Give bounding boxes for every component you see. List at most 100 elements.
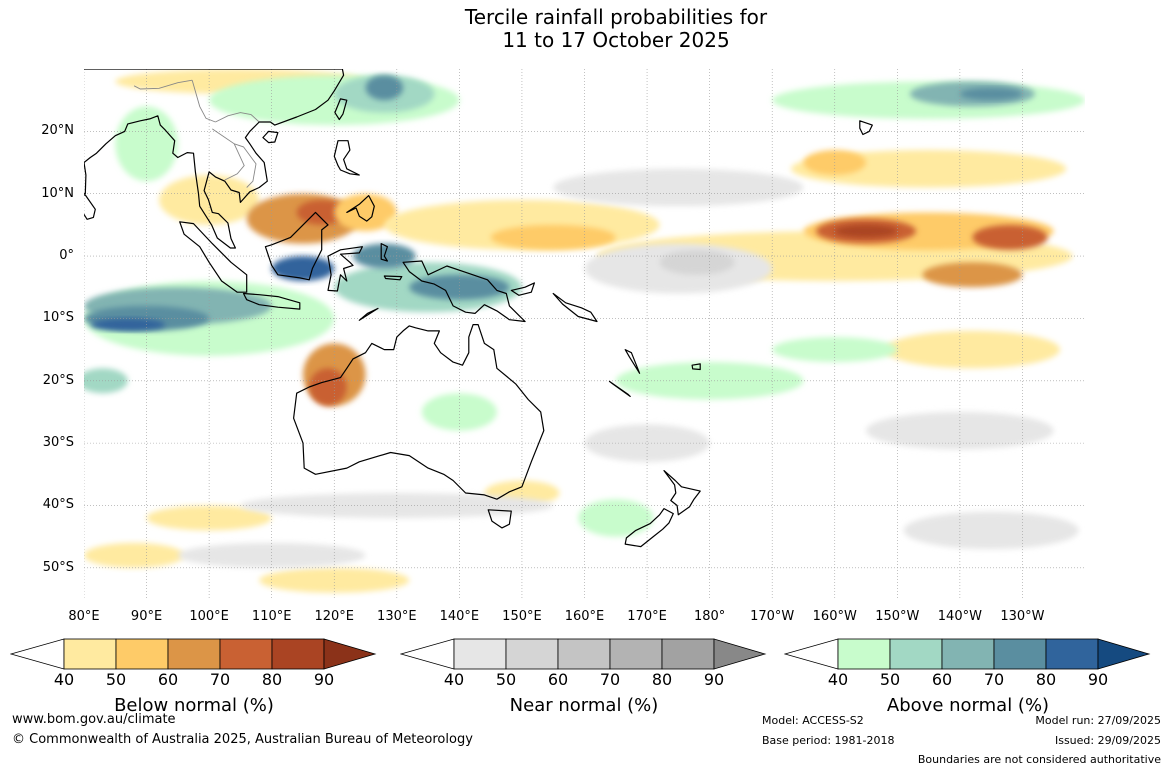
coastline-australia — [293, 324, 545, 500]
region-below-22 — [259, 567, 410, 593]
colorbar-swatch — [167, 638, 221, 670]
lat-label: 20°N — [41, 123, 74, 139]
colorbar-swatch — [453, 638, 507, 670]
lon-label: 170°W — [750, 609, 795, 624]
colorbar-tick-label: 60 — [157, 670, 179, 689]
coastline-taiwan — [334, 98, 348, 121]
lon-label: 150°W — [875, 609, 920, 624]
lon-label: 130°W — [1000, 609, 1045, 624]
map-canvas — [84, 69, 1085, 599]
region-near-27 — [553, 168, 804, 207]
region-above-48 — [772, 337, 898, 363]
region-near-28 — [866, 411, 1054, 450]
colorbar-tick-label: 60 — [547, 670, 569, 689]
laos-vietnam-border — [215, 112, 260, 123]
colorbar-tick-label: 40 — [443, 670, 465, 689]
region-near-30 — [903, 511, 1079, 550]
model-name: Model: ACCESS-S2 — [762, 714, 864, 727]
region-below-15 — [884, 330, 1060, 369]
colorbar-swatch — [661, 638, 715, 670]
thailand-cambodia-border — [212, 128, 245, 181]
lat-label: 0° — [59, 248, 74, 264]
colorbar-over-triangle — [713, 638, 767, 670]
lon-label: 120°E — [314, 609, 355, 624]
coastline-new-zealand-south — [624, 508, 674, 548]
colorbar-under-triangle — [784, 638, 839, 670]
lon-label: 140°E — [439, 609, 480, 624]
coastline-halmahera — [380, 243, 388, 262]
coastline-borneo — [264, 211, 329, 281]
colorbar-tick-label: 50 — [495, 670, 517, 689]
colorbar-tick-label: 80 — [261, 670, 283, 689]
website-link[interactable]: www.bom.gov.au/climate — [12, 712, 176, 727]
coastline-new-caledonia — [608, 380, 631, 397]
lon-label: 180° — [693, 609, 726, 624]
colorbar-tick-label: 50 — [105, 670, 127, 689]
region-above-49 — [578, 499, 654, 537]
region-above-47 — [615, 362, 804, 400]
lat-label: 20°S — [42, 372, 74, 388]
colorbar-swatch — [1045, 638, 1099, 670]
coastline-new-britain — [510, 282, 535, 296]
india-border — [133, 79, 193, 90]
coastline-sri-lanka — [84, 194, 96, 220]
colorbar-under-triangle — [400, 638, 455, 670]
lat-label: 10°N — [41, 185, 74, 201]
myanmar-china-border — [191, 80, 216, 123]
lon-label: 170°E — [627, 609, 667, 624]
region-near-29 — [584, 424, 710, 462]
coastline-mindanao — [346, 195, 375, 222]
region-below-11 — [972, 224, 1048, 250]
colorbar-swatch — [557, 638, 611, 670]
lon-label: 160°E — [564, 609, 605, 624]
coastline-new-guinea — [402, 260, 526, 323]
boundaries-disclaimer: Boundaries are not considered authoritat… — [917, 753, 1161, 766]
lon-label: 90°E — [130, 609, 163, 624]
region-above-36 — [409, 274, 510, 300]
colorbar-under-triangle — [10, 638, 65, 670]
colorbar-tick-label: 40 — [827, 670, 849, 689]
colorbar-over-triangle — [323, 638, 377, 670]
graticule — [84, 69, 1085, 599]
colorbar-swatch — [941, 638, 995, 670]
coastline-timor — [358, 307, 379, 321]
rainfall-probability-map — [84, 69, 1085, 599]
map-title-line-1: Tercile rainfall probabilities for — [464, 5, 768, 29]
colorbar-swatch — [889, 638, 943, 670]
colorbar-swatch — [837, 638, 891, 670]
colorbar-tick-label: 80 — [1035, 670, 1057, 689]
colorbar-over-triangle — [1097, 638, 1151, 670]
coastline-seram — [383, 275, 403, 281]
colorbar-tick-label: 50 — [879, 670, 901, 689]
issued-date: Issued: 29/09/2025 — [1054, 734, 1161, 747]
base-period: Base period: 1981-2018 — [762, 734, 895, 747]
coastlines — [84, 69, 873, 548]
colorbar-tick-label: 80 — [651, 670, 673, 689]
region-below-12 — [922, 262, 1023, 288]
coastline-hawaii — [859, 120, 873, 136]
vietnam-laos-border — [234, 143, 257, 188]
colorbar-tick-label: 40 — [53, 670, 75, 689]
coastline-fiji — [691, 363, 701, 371]
coastline-luzon — [333, 140, 360, 176]
coastline-solomon-islands — [552, 292, 598, 323]
colorbar-below-normal — [10, 638, 377, 670]
lon-label: 130°E — [377, 609, 417, 624]
colorbar-tick-label: 90 — [313, 670, 335, 689]
lon-label: 150°E — [502, 609, 542, 624]
region-above-34 — [90, 318, 166, 331]
colorbar-tick-label: 70 — [599, 670, 621, 689]
region-above-44 — [959, 87, 1023, 101]
lon-label: 140°W — [937, 609, 982, 624]
coastline-java — [242, 292, 301, 310]
lat-label: 50°S — [42, 559, 74, 575]
colorbar-swatch — [271, 638, 325, 670]
lat-label: 30°S — [42, 435, 74, 451]
colorbar-swatch — [993, 638, 1047, 670]
region-below-17 — [309, 368, 347, 406]
colorbar-above-normal — [784, 638, 1151, 670]
coastline-sumatra — [179, 221, 248, 293]
colorbar-swatch — [219, 638, 273, 670]
lon-label: 160°W — [812, 609, 857, 624]
coastline-mainland-asia — [84, 69, 345, 249]
